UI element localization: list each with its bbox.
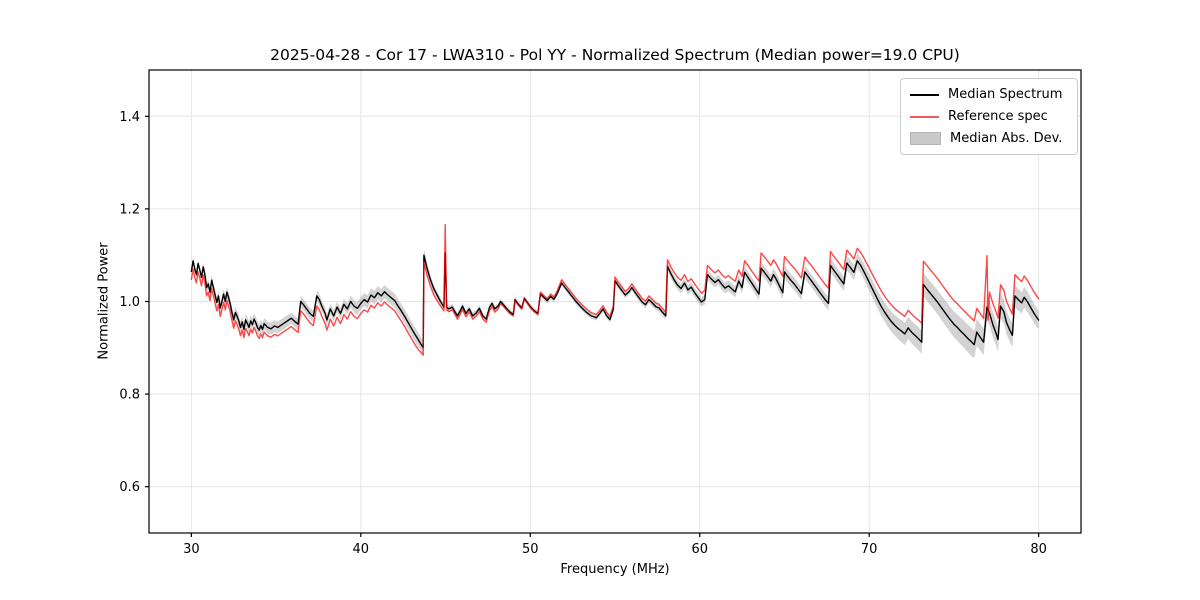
chart-title: 2025-04-28 - Cor 17 - LWA310 - Pol YY - …	[270, 46, 960, 64]
x-tick-label: 30	[183, 542, 200, 557]
x-tick-label: 40	[353, 542, 370, 557]
x-tick-label: 60	[691, 542, 708, 557]
y-tick-label: 1.4	[119, 110, 140, 125]
x-tick-label: 80	[1030, 542, 1047, 557]
series-line-0	[190, 252, 1040, 349]
legend-item-median-spectrum: Median Spectrum	[910, 86, 1068, 103]
y-tick-label: 1.0	[119, 295, 140, 310]
mad-band	[191, 248, 1039, 359]
legend: Median Spectrum Reference spec Median Ab…	[900, 78, 1078, 155]
legend-label: Median Abs. Dev.	[950, 131, 1063, 146]
gridlines	[149, 70, 1081, 533]
x-axis-label: Frequency (MHz)	[560, 562, 670, 577]
legend-label: Reference spec	[948, 109, 1048, 124]
legend-item-median-abs-dev: Median Abs. Dev.	[910, 130, 1068, 147]
x-tick-label: 70	[861, 542, 878, 557]
reference-line-swatch-icon	[910, 115, 939, 118]
legend-item-reference-spec: Reference spec	[910, 108, 1068, 125]
y-tick-label: 0.8	[119, 388, 140, 403]
x-tick-label: 50	[522, 542, 539, 557]
y-tick-label: 1.2	[119, 202, 140, 217]
median-line-swatch-icon	[910, 93, 939, 96]
series-line-1	[190, 223, 1040, 356]
legend-label: Median Spectrum	[948, 87, 1063, 102]
y-tick-label: 0.6	[119, 480, 140, 495]
mad-patch-swatch-icon	[910, 132, 941, 145]
ticks: 30 40 50 60 70 80 0.6 0.8 1.0 1.2 1.4	[119, 110, 1047, 557]
